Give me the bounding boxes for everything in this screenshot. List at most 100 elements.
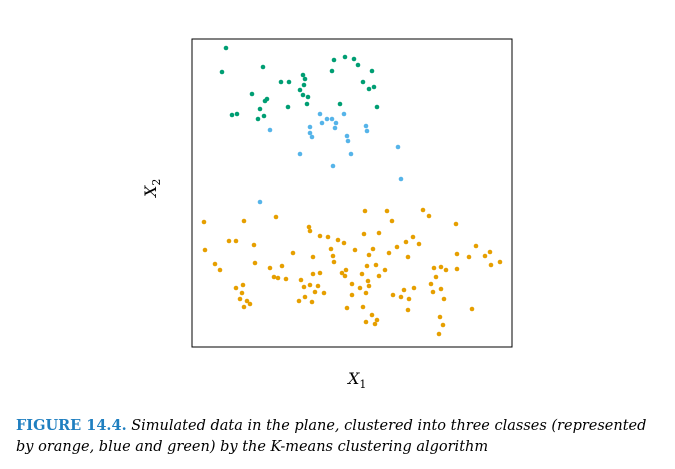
data-point-series-2-78 bbox=[349, 292, 355, 298]
data-point-series-2-75 bbox=[309, 299, 315, 305]
figure-caption-text: Simulated data in the plane, clustered i… bbox=[16, 418, 647, 455]
data-points bbox=[201, 45, 503, 337]
data-point-series-1-20 bbox=[257, 199, 263, 205]
data-point-series-2-103 bbox=[469, 306, 475, 312]
data-point-series-2-91 bbox=[296, 298, 302, 304]
data-point-series-2-29 bbox=[328, 246, 334, 252]
data-point-series-2-85 bbox=[430, 289, 436, 295]
data-point-series-2-26 bbox=[252, 260, 258, 266]
data-point-series-2-14 bbox=[233, 238, 239, 244]
data-point-series-2-76 bbox=[312, 289, 318, 295]
data-point-series-0-23 bbox=[304, 101, 310, 107]
data-point-series-2-4 bbox=[307, 228, 313, 234]
data-point-series-2-49 bbox=[454, 266, 460, 272]
data-point-series-2-56 bbox=[307, 282, 313, 288]
data-point-series-2-66 bbox=[359, 271, 365, 277]
data-point-series-0-26 bbox=[257, 106, 263, 112]
data-point-series-1-14 bbox=[345, 138, 351, 144]
data-point-series-0-14 bbox=[360, 79, 366, 85]
data-point-series-2-34 bbox=[370, 246, 376, 252]
data-point-series-2-48 bbox=[443, 267, 449, 273]
data-point-series-2-69 bbox=[365, 278, 371, 284]
data-point-series-2-8 bbox=[389, 218, 395, 224]
data-point-series-2-98 bbox=[369, 312, 375, 318]
data-point-series-2-6 bbox=[362, 208, 368, 214]
data-point-series-1-17 bbox=[297, 151, 303, 157]
data-point-series-1-19 bbox=[398, 176, 404, 182]
data-point-series-2-20 bbox=[403, 239, 409, 245]
data-point-series-1-13 bbox=[267, 127, 273, 133]
data-point-series-2-25 bbox=[217, 267, 223, 273]
data-point-series-2-63 bbox=[343, 267, 349, 273]
data-point-series-1-6 bbox=[341, 111, 347, 117]
data-point-series-2-19 bbox=[376, 230, 382, 236]
data-point-series-2-81 bbox=[366, 283, 372, 289]
data-point-series-2-87 bbox=[441, 296, 447, 302]
data-point-series-0-24 bbox=[337, 101, 343, 107]
data-point-series-1-0 bbox=[317, 111, 323, 117]
data-point-series-2-54 bbox=[271, 274, 277, 280]
data-point-series-0-31 bbox=[374, 104, 380, 110]
data-point-series-2-38 bbox=[394, 244, 400, 250]
data-point-series-0-13 bbox=[369, 68, 375, 74]
data-point-series-2-82 bbox=[401, 287, 407, 293]
data-point-series-1-10 bbox=[364, 128, 370, 134]
data-point-series-2-61 bbox=[339, 270, 345, 276]
data-point-series-2-30 bbox=[330, 253, 336, 259]
data-point-series-2-95 bbox=[247, 301, 253, 307]
data-point-series-2-59 bbox=[317, 270, 323, 276]
data-point-series-2-42 bbox=[454, 251, 460, 257]
data-point-series-2-99 bbox=[374, 317, 380, 323]
data-point-series-2-71 bbox=[233, 285, 239, 291]
data-point-series-0-20 bbox=[297, 87, 303, 93]
data-point-series-2-27 bbox=[290, 250, 296, 256]
data-point-series-2-62 bbox=[342, 273, 348, 279]
data-point-series-2-44 bbox=[473, 243, 479, 249]
data-point-series-2-10 bbox=[426, 213, 432, 219]
data-point-series-2-31 bbox=[341, 240, 347, 246]
plot-area bbox=[191, 38, 513, 348]
data-point-series-0-1 bbox=[219, 69, 225, 75]
data-point-series-0-3 bbox=[278, 79, 284, 85]
data-point-series-2-58 bbox=[310, 271, 316, 277]
data-point-series-2-21 bbox=[410, 234, 416, 240]
data-point-series-2-36 bbox=[386, 250, 392, 256]
data-point-series-2-60 bbox=[331, 259, 337, 265]
data-point-series-2-104 bbox=[372, 321, 378, 327]
data-point-series-0-25 bbox=[285, 104, 291, 110]
data-point-series-2-45 bbox=[487, 249, 493, 255]
data-point-series-2-16 bbox=[317, 233, 323, 239]
data-point-series-1-11 bbox=[307, 130, 313, 136]
data-point-series-2-32 bbox=[352, 247, 358, 253]
data-point-series-0-29 bbox=[229, 112, 235, 118]
data-point-series-2-77 bbox=[321, 290, 327, 296]
data-point-series-1-15 bbox=[395, 144, 401, 150]
data-point-series-2-0 bbox=[201, 219, 207, 225]
data-point-series-0-16 bbox=[371, 84, 377, 90]
data-point-series-2-96 bbox=[360, 304, 366, 310]
data-point-series-2-50 bbox=[279, 263, 285, 269]
data-point-series-2-13 bbox=[226, 238, 232, 244]
data-point-series-2-18 bbox=[361, 231, 367, 237]
data-point-series-2-24 bbox=[202, 247, 208, 253]
data-point-series-2-9 bbox=[420, 207, 426, 213]
plot-frame bbox=[191, 38, 513, 348]
data-point-series-2-92 bbox=[244, 298, 250, 304]
figure-caption: FIGURE 14.4. Simulated data in the plane… bbox=[16, 415, 666, 458]
data-point-series-0-21 bbox=[300, 92, 306, 98]
scatter-chart: X1 X2 bbox=[141, 38, 513, 391]
data-point-series-2-74 bbox=[302, 294, 308, 300]
data-point-series-2-2 bbox=[273, 214, 279, 220]
data-point-series-1-12 bbox=[309, 134, 315, 140]
data-point-series-2-100 bbox=[363, 319, 369, 325]
data-point-series-2-1 bbox=[241, 218, 247, 224]
data-point-series-2-3 bbox=[306, 224, 312, 230]
data-point-series-2-84 bbox=[428, 281, 434, 287]
data-point-series-0-2 bbox=[260, 64, 266, 70]
data-point-series-0-6 bbox=[301, 82, 307, 88]
data-point-series-2-17 bbox=[335, 237, 341, 243]
data-point-series-2-89 bbox=[398, 294, 404, 300]
data-point-series-2-67 bbox=[376, 273, 382, 279]
data-point-series-2-55 bbox=[301, 284, 307, 290]
data-point-series-2-94 bbox=[241, 304, 247, 310]
